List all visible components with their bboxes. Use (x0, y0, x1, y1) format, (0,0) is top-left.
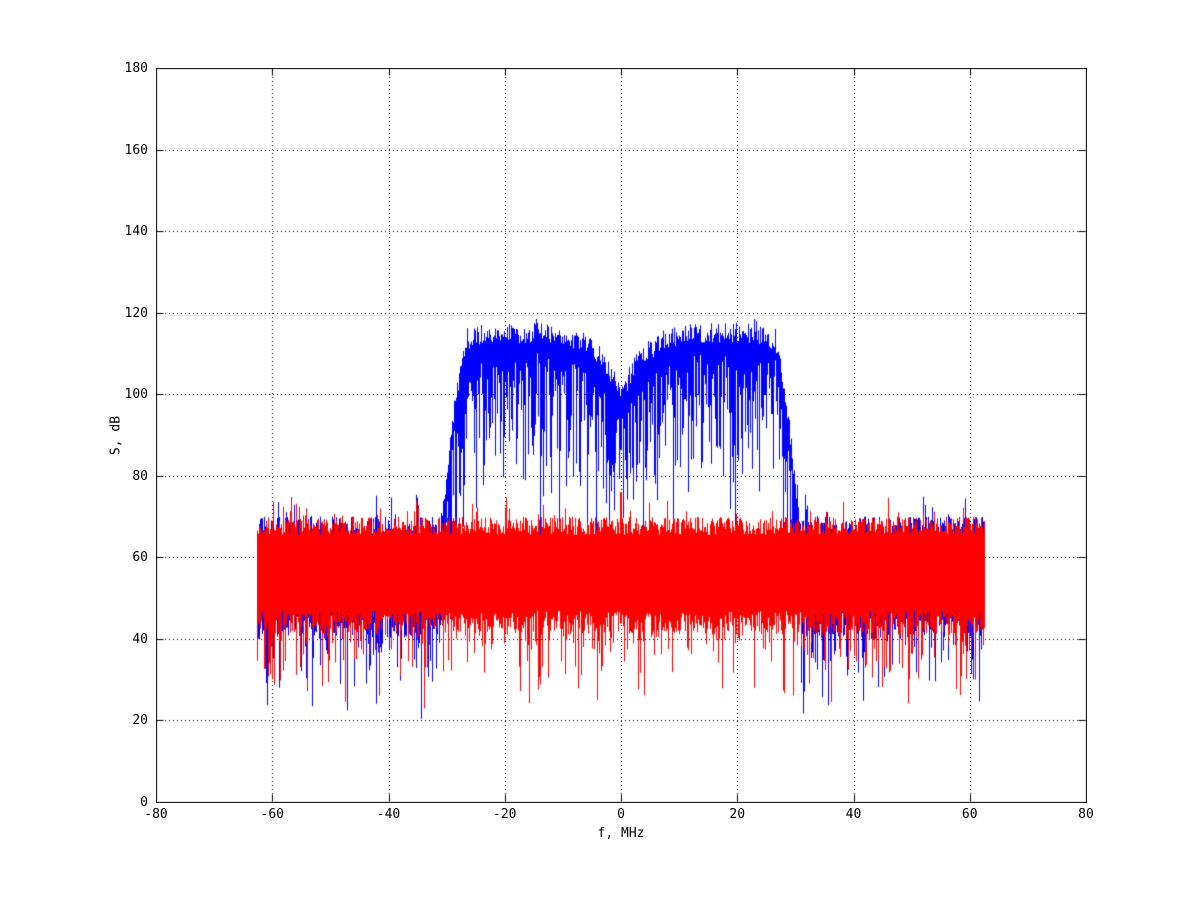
y-tick-label: 160 (124, 142, 148, 158)
x-tick-label: 60 (961, 807, 978, 822)
y-tick-label: 80 (132, 468, 148, 484)
x-tick-label: -40 (376, 807, 401, 822)
y-tick-label: 140 (124, 224, 148, 240)
y-tick-label: 40 (132, 631, 148, 647)
y-tick-label: 0 (140, 795, 148, 810)
y-tick-label: 20 (132, 713, 148, 729)
y-axis-title: S, dB (108, 415, 124, 456)
y-tick-label: 120 (124, 305, 148, 321)
spectrum-plot-canvas (156, 68, 1087, 803)
x-tick-label: 40 (845, 807, 862, 822)
y-tick-label: 180 (124, 61, 148, 76)
x-tick-label: -20 (493, 807, 517, 822)
x-axis-title: f, MHz (597, 826, 645, 841)
x-tick-label: -80 (144, 807, 168, 822)
x-tick-label: 20 (729, 807, 746, 822)
y-tick-label: 60 (132, 550, 148, 566)
x-tick-label: 80 (1078, 807, 1094, 822)
y-tick-label: 100 (124, 387, 148, 403)
x-tick-label: 0 (617, 807, 625, 822)
x-tick-label: -60 (260, 807, 284, 822)
